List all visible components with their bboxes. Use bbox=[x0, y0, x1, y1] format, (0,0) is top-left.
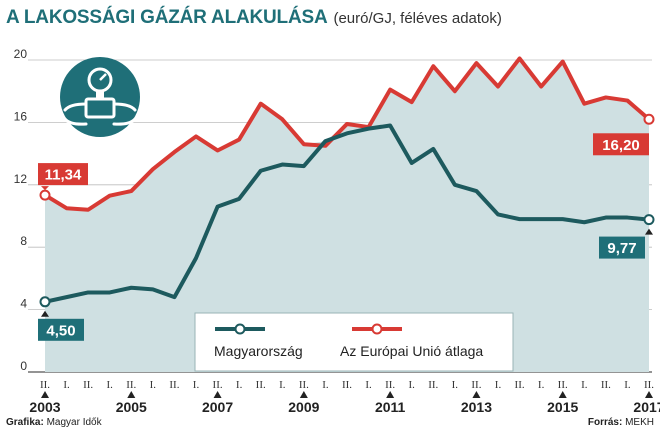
series-lines bbox=[39, 56, 655, 308]
legend-box bbox=[194, 312, 514, 372]
y-tick-label: 12 bbox=[14, 172, 28, 186]
half-year-label: II. bbox=[471, 379, 481, 391]
half-year-label: I. bbox=[365, 379, 372, 391]
half-year-label: II. bbox=[213, 379, 223, 391]
legend-marker bbox=[371, 323, 383, 335]
badge-hu-end-text: 9,77 bbox=[607, 240, 636, 257]
footer-source: Forrás: MEKH bbox=[588, 417, 654, 428]
line-magyarorszag bbox=[43, 123, 651, 304]
half-year-label: I. bbox=[538, 379, 545, 391]
half-year-label: I. bbox=[150, 379, 157, 391]
badge-eu-end: 16,20 bbox=[593, 133, 649, 156]
year-label: 2017 bbox=[633, 399, 660, 415]
half-year-label: I. bbox=[322, 379, 329, 391]
half-year-label: II. bbox=[558, 379, 568, 391]
half-year-label: II. bbox=[83, 379, 93, 391]
year-label: 2011 bbox=[375, 399, 406, 415]
year-label: 2013 bbox=[461, 399, 492, 415]
gas-meter-icon bbox=[60, 57, 140, 137]
legend-label: Az Európai Unió átlaga bbox=[340, 343, 483, 359]
credit-label: Grafika: bbox=[6, 417, 44, 428]
year-label: 2007 bbox=[202, 399, 233, 415]
legend-marker bbox=[234, 323, 246, 335]
chart-subtitle: (euró/GJ, féléves adatok) bbox=[333, 10, 502, 27]
badge-eu-start-box bbox=[38, 163, 88, 186]
badge-hu-start-box bbox=[38, 318, 84, 341]
year-marker bbox=[386, 391, 395, 398]
value-badges: 11,34 4,50 16,20 9,77 bbox=[38, 133, 653, 341]
half-year-label: II. bbox=[644, 379, 654, 391]
year-marker bbox=[558, 391, 567, 398]
half-year-label: I. bbox=[452, 379, 459, 391]
year-label: 2015 bbox=[547, 399, 578, 415]
half-year-label: I. bbox=[63, 379, 70, 391]
half-year-label: II. bbox=[515, 379, 525, 391]
half-year-label: I. bbox=[624, 379, 631, 391]
badge-hu-end-box bbox=[599, 236, 645, 259]
icon-pipes bbox=[63, 102, 137, 126]
half-year-label: I. bbox=[409, 379, 416, 391]
line-eu-atlag bbox=[43, 56, 651, 212]
half-year-label: II. bbox=[256, 379, 266, 391]
icon-needle bbox=[99, 73, 107, 81]
badge-pointer bbox=[645, 228, 653, 235]
half-year-label: II. bbox=[601, 379, 611, 391]
half-year-label: I. bbox=[581, 379, 588, 391]
footer-credit: Grafika: Magyar Idők bbox=[6, 417, 102, 428]
half-year-label: II. bbox=[342, 379, 352, 391]
half-year-label: I. bbox=[193, 379, 200, 391]
year-marker bbox=[299, 391, 308, 398]
y-tick-label: 20 bbox=[14, 47, 28, 61]
legend-label: Magyarország bbox=[214, 343, 303, 359]
half-year-label: II. bbox=[169, 379, 179, 391]
half-year-label: II. bbox=[40, 379, 50, 391]
source-value: MEKH bbox=[625, 417, 654, 428]
badge-eu-end-text: 16,20 bbox=[602, 137, 640, 154]
badge-pointer bbox=[41, 186, 49, 191]
chart-title: A LAKOSSÁGI GÁZÁR ALAKULÁSA bbox=[6, 7, 328, 28]
half-year-label: I. bbox=[236, 379, 243, 391]
chart-title-row: A LAKOSSÁGI GÁZÁR ALAKULÁSA (euró/GJ, fél… bbox=[6, 7, 502, 29]
endpoint-marker bbox=[39, 189, 51, 201]
y-tick-label: 16 bbox=[14, 109, 28, 123]
badge-hu-start-text: 4,50 bbox=[46, 322, 75, 339]
x-axis: II. I. II. I. II. I. II. I. II. I. II. I. II. I. II. I.… bbox=[29, 379, 660, 415]
y-tick-label: 4 bbox=[20, 297, 27, 311]
half-year-label: II. bbox=[299, 379, 309, 391]
year-marker bbox=[472, 391, 481, 398]
half-year-label: I. bbox=[495, 379, 502, 391]
icon-body bbox=[84, 97, 116, 119]
year-marker bbox=[127, 391, 136, 398]
badge-eu-start-text: 11,34 bbox=[45, 167, 82, 184]
endpoint-marker bbox=[643, 113, 655, 125]
year-marker bbox=[645, 391, 653, 398]
badge-hu-end: 9,77 bbox=[599, 236, 645, 259]
y-tick-label: 8 bbox=[20, 234, 27, 248]
half-year-label: I. bbox=[107, 379, 114, 391]
year-marker bbox=[41, 391, 49, 398]
year-marker bbox=[213, 391, 222, 398]
y-tick-label: 0 bbox=[20, 359, 27, 373]
badge-eu-start: 11,34 bbox=[38, 163, 88, 186]
badge-eu-end-box bbox=[593, 133, 649, 156]
year-label: 2009 bbox=[288, 399, 319, 415]
year-label: 2003 bbox=[29, 399, 60, 415]
credit-value: Magyar Idők bbox=[46, 417, 102, 428]
badge-pointer bbox=[41, 310, 49, 317]
endpoint-marker bbox=[39, 296, 51, 308]
endpoint-marker bbox=[643, 214, 655, 226]
year-label: 2005 bbox=[116, 399, 147, 415]
source-label: Forrás: bbox=[587, 417, 623, 428]
badge-hu-start: 4,50 bbox=[38, 318, 84, 341]
y-axis: 0 4 8 12 16 20 bbox=[14, 47, 28, 373]
icon-stem bbox=[96, 91, 104, 99]
legend: Magyarország Az Európai Unió átlaga bbox=[194, 312, 514, 372]
half-year-label: I. bbox=[279, 379, 286, 391]
half-year-label: II. bbox=[126, 379, 136, 391]
half-year-label: II. bbox=[428, 379, 438, 391]
half-year-label: II. bbox=[385, 379, 395, 391]
